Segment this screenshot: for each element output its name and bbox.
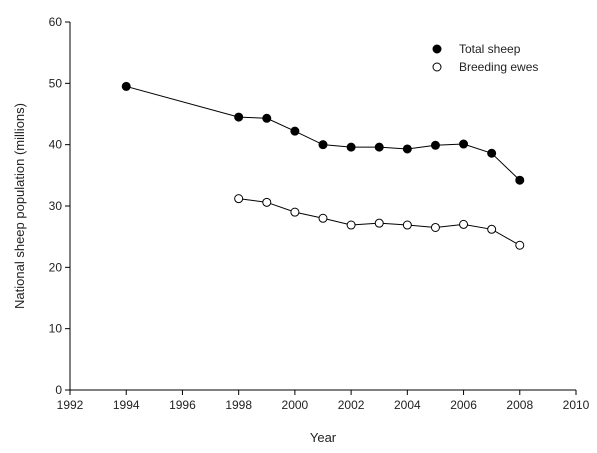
data-point-filled xyxy=(487,148,497,158)
data-point-filled xyxy=(374,142,384,152)
data-point-open xyxy=(487,224,497,234)
y-tick-label: 0 xyxy=(55,383,62,397)
x-tick-label: 1992 xyxy=(57,398,84,412)
x-tick-label: 2006 xyxy=(450,398,477,412)
data-point-open xyxy=(515,240,525,250)
data-point-open xyxy=(234,194,244,204)
data-point-filled xyxy=(430,140,440,150)
data-point-filled xyxy=(318,140,328,150)
ticks: 0 10 20 30 40 50 60 1992 1994 1996 1998 2000 2002 200… xyxy=(49,15,590,412)
legend: Total sheep Breeding ewes xyxy=(432,42,538,74)
data-point-filled xyxy=(262,113,272,123)
x-tick-label: 2010 xyxy=(563,398,590,412)
x-tick-label: 1998 xyxy=(225,398,252,412)
data-point-filled xyxy=(290,126,300,136)
x-tick-label: 2008 xyxy=(506,398,533,412)
legend-marker-open xyxy=(432,62,442,72)
y-tick-label: 60 xyxy=(49,15,63,29)
axes xyxy=(69,22,576,391)
data-point-open xyxy=(402,220,412,230)
data-point-open xyxy=(346,220,356,230)
series-layer xyxy=(121,81,525,250)
data-point-open xyxy=(459,219,469,229)
series-line xyxy=(126,85,521,181)
legend-label: Breeding ewes xyxy=(459,60,538,74)
y-tick-label: 50 xyxy=(49,76,63,90)
data-point-open xyxy=(290,207,300,217)
y-tick-label: 10 xyxy=(49,322,63,336)
y-tick-label: 30 xyxy=(49,199,63,213)
x-tick-label: 2002 xyxy=(338,398,365,412)
data-point-filled xyxy=(402,144,412,154)
x-tick-label: 2004 xyxy=(394,398,421,412)
y-tick-label: 40 xyxy=(49,138,63,152)
data-point-filled xyxy=(459,139,469,149)
x-tick-label: 1994 xyxy=(113,398,140,412)
data-point-open xyxy=(374,218,384,228)
legend-marker-filled xyxy=(432,44,442,54)
x-tick-label: 2000 xyxy=(282,398,309,412)
y-tick-label: 20 xyxy=(49,260,63,274)
legend-label: Total sheep xyxy=(459,42,521,56)
data-point-filled xyxy=(121,81,131,91)
data-point-filled xyxy=(515,175,525,185)
x-tick-label: 1996 xyxy=(169,398,196,412)
data-point-open xyxy=(318,213,328,223)
data-point-open xyxy=(262,197,272,207)
data-point-filled xyxy=(346,142,356,152)
x-axis-title: Year xyxy=(310,430,337,445)
data-point-open xyxy=(430,222,440,232)
data-point-filled xyxy=(234,112,244,122)
y-axis-title: National sheep population (millions) xyxy=(12,103,27,309)
